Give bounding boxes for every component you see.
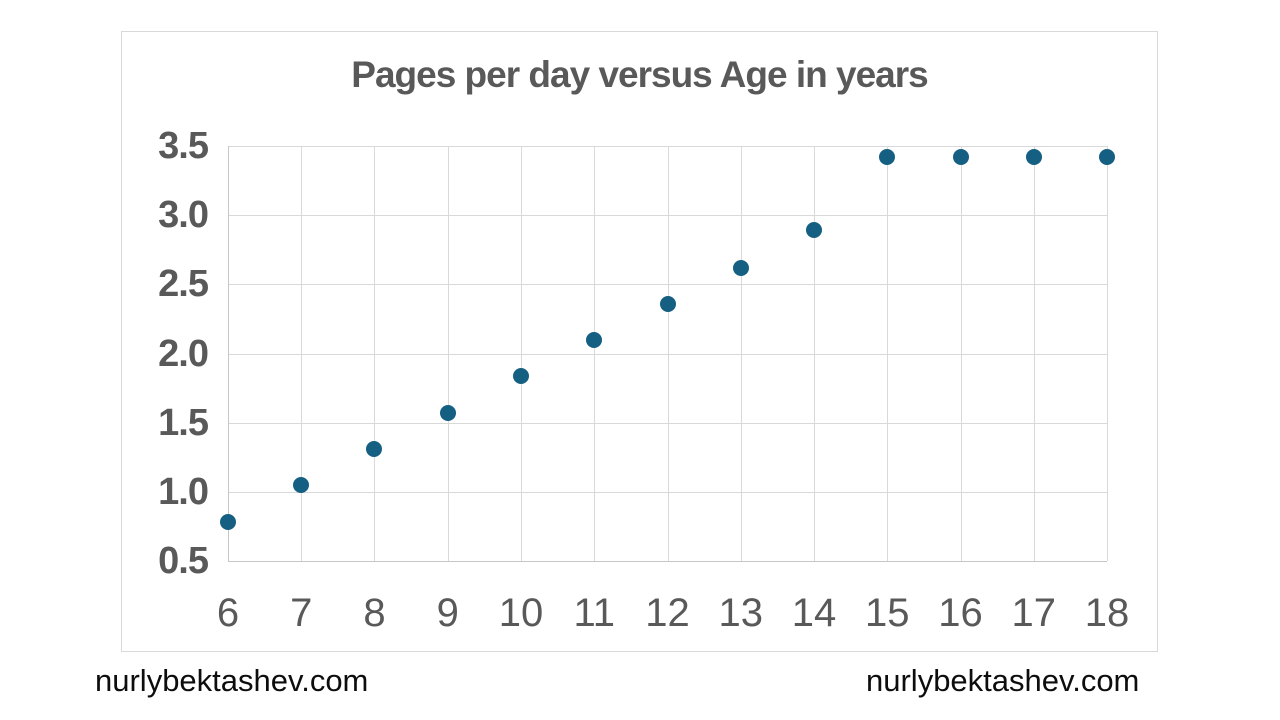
- x-axis-tick-label: 17: [1011, 591, 1057, 635]
- gridline-x-8: [374, 146, 376, 561]
- x-axis-labels: 6 7 8 9 10 11 12 13 14 15 16 17 18: [217, 589, 1129, 635]
- gridline-x-15: [887, 146, 889, 561]
- data-point-age-15: [879, 149, 896, 166]
- data-point-age-18: [1099, 149, 1115, 166]
- y-axis-tick-label: 1.5: [158, 401, 209, 444]
- gridline-x-11: [594, 146, 596, 561]
- gridline-x-12: [667, 146, 669, 561]
- data-point-age-13: [732, 259, 749, 276]
- x-axis-tick-label: 13: [718, 591, 764, 635]
- y-axis-labels: 0.5 1.0 1.5 2.0 2.5 3.0 3.5: [122, 127, 209, 580]
- x-axis-tick-label: 15: [865, 591, 910, 635]
- x-axis-tick-label: 18: [1084, 591, 1130, 635]
- x-axis-tick-label: 6: [216, 591, 240, 635]
- data-point-age-7: [293, 476, 310, 493]
- chart-container: Pages per day versus Age in years 0.5 1.0…: [121, 31, 1158, 652]
- y-axis-tick-label: 3.5: [158, 125, 209, 167]
- x-axis-tick-label: 14: [791, 591, 837, 635]
- x-axis-tick-label: 10: [498, 591, 544, 635]
- y-axis-tick-label: 1.0: [158, 470, 209, 513]
- data-point-age-16: [952, 149, 969, 166]
- gridline-x-7: [301, 146, 303, 561]
- x-axis-tick-label: 12: [645, 591, 690, 635]
- watermark-right: nurlybektashev.com: [866, 663, 1140, 698]
- data-point-age-10: [512, 367, 529, 384]
- data-point-age-11: [586, 331, 603, 348]
- y-axis-tick-label: 3.0: [158, 194, 209, 237]
- watermark-left: nurlybektashev.com: [95, 663, 369, 698]
- data-point-age-12: [659, 295, 676, 312]
- gridline-x-13: [740, 146, 742, 561]
- y-axis-tick-label: 2.0: [158, 332, 209, 375]
- chart-title: Pages per day versus Age in years: [351, 54, 928, 95]
- gridline-x-9: [447, 146, 449, 561]
- x-axis-tick-label: 11: [573, 591, 616, 635]
- x-axis-tick-label: 9: [436, 591, 459, 635]
- gridline-x-6: [228, 146, 229, 561]
- x-axis-tick-label: 16: [938, 591, 983, 635]
- data-point-age-6: [220, 514, 236, 531]
- data-point-age-9: [439, 404, 456, 421]
- y-axis-tick-label: 0.5: [158, 540, 209, 582]
- gridline-x-17: [1033, 146, 1035, 561]
- gridline-x-18: [1107, 146, 1108, 561]
- y-axis-tick-label: 2.5: [158, 263, 209, 306]
- data-point-age-17: [1025, 149, 1042, 166]
- gridline-y-0.5: [228, 561, 1107, 562]
- gridline-x-16: [960, 146, 962, 561]
- x-axis-tick-label: 7: [290, 591, 313, 635]
- gridline-x-14: [813, 146, 815, 561]
- plot-area: [220, 146, 1115, 562]
- data-point-age-8: [366, 440, 383, 457]
- gridline-x-10: [520, 146, 522, 561]
- data-point-age-14: [805, 222, 822, 239]
- x-axis-tick-label: 8: [363, 591, 386, 635]
